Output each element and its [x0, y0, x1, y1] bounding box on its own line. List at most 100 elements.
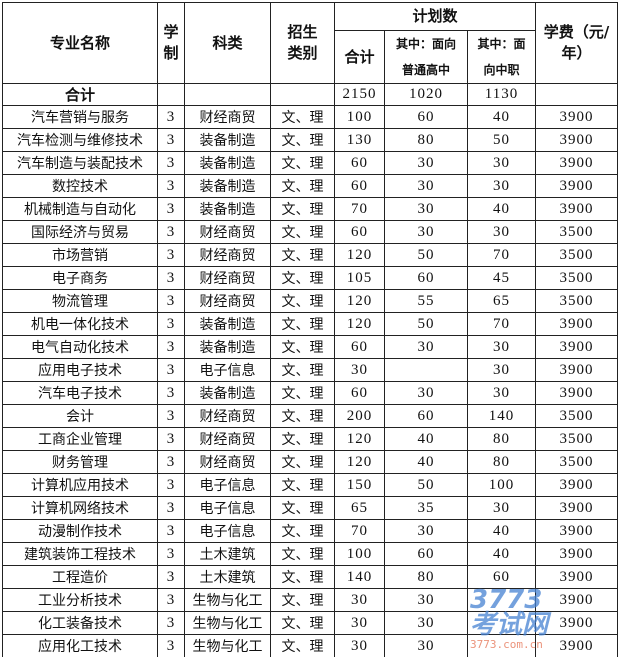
- plan-vocational-cell: 140: [467, 404, 536, 428]
- plan-general-cell: 30: [384, 151, 468, 175]
- years-cell: 3: [157, 197, 185, 221]
- plan-general-cell: 60: [384, 404, 468, 428]
- table-row: 工程造价 3 土木建筑 文、理 140 80 60 3900: [2, 565, 618, 589]
- plan-vocational-cell: 40: [467, 197, 536, 221]
- plan-general-cell: 50: [384, 312, 468, 336]
- plan-total-cell: 60: [334, 381, 385, 405]
- major-name-cell: 汽车制造与装配技术: [2, 151, 158, 175]
- empty-cell: [270, 83, 335, 106]
- years-cell: 3: [157, 266, 185, 290]
- table-row: 会计 3 财经商贸 文、理 200 60 140 3500: [2, 404, 618, 428]
- plan-vocational-cell: 50: [467, 128, 536, 152]
- years-cell: 3: [157, 611, 185, 635]
- table-row: 机械制造与自动化 3 装备制造 文、理 70 30 40 3900: [2, 197, 618, 221]
- enroll-type-cell: 文、理: [270, 266, 335, 290]
- plan-vocational-cell: 60: [467, 565, 536, 589]
- enroll-type-cell: 文、理: [270, 197, 335, 221]
- major-name-cell: 应用电子技术: [2, 358, 158, 382]
- major-name-cell: 财务管理: [2, 450, 158, 474]
- empty-cell: [184, 83, 271, 106]
- years-cell: 3: [157, 588, 185, 612]
- years-cell: 3: [157, 243, 185, 267]
- plan-total-cell: 65: [334, 496, 385, 520]
- plan-general-cell: 30: [384, 381, 468, 405]
- enroll-type-cell: 文、理: [270, 611, 335, 635]
- years-cell: 3: [157, 450, 185, 474]
- enroll-type-cell: 文、理: [270, 243, 335, 267]
- major-name-cell: 电子商务: [2, 266, 158, 290]
- table-row: 数控技术 3 装备制造 文、理 60 30 30 3900: [2, 174, 618, 198]
- category-cell: 电子信息: [184, 358, 271, 382]
- category-cell: 财经商贸: [184, 450, 271, 474]
- plan-vocational-cell: 30: [467, 335, 536, 359]
- header-vocational: 其中：面向中职: [467, 30, 536, 84]
- table-row: 电子商务 3 财经商贸 文、理 105 60 45 3500: [2, 266, 618, 290]
- plan-vocational-cell: 40: [467, 105, 536, 129]
- enroll-type-cell: 文、理: [270, 220, 335, 244]
- plan-vocational-cell: 30: [467, 381, 536, 405]
- plan-total-cell: 120: [334, 312, 385, 336]
- enroll-type-cell: 文、理: [270, 312, 335, 336]
- years-cell: 3: [157, 427, 185, 451]
- table-row: 计算机网络技术 3 电子信息 文、理 65 35 30 3900: [2, 496, 618, 520]
- enroll-type-cell: 文、理: [270, 588, 335, 612]
- plan-general-cell: 60: [384, 105, 468, 129]
- category-cell: 装备制造: [184, 128, 271, 152]
- plan-total-cell: 30: [334, 588, 385, 612]
- enroll-type-cell: 文、理: [270, 128, 335, 152]
- years-cell: 3: [157, 105, 185, 129]
- plan-general-cell: 80: [384, 128, 468, 152]
- table-row: 应用电子技术 3 电子信息 文、理 30 30 3900: [2, 358, 618, 382]
- table-row: 机电一体化技术 3 装备制造 文、理 120 50 70 3900: [2, 312, 618, 336]
- category-cell: 土木建筑: [184, 565, 271, 589]
- plan-total-cell: 120: [334, 427, 385, 451]
- plan-total-cell: 70: [334, 519, 385, 543]
- total-row: 合计 2150 1020 1130: [2, 83, 618, 106]
- years-cell: 3: [157, 542, 185, 566]
- total-label: 合计: [2, 83, 158, 106]
- total-plan: 2150: [334, 83, 385, 106]
- plan-vocational-cell: [467, 588, 536, 612]
- plan-total-cell: 60: [334, 174, 385, 198]
- plan-total-cell: 30: [334, 358, 385, 382]
- years-cell: 3: [157, 404, 185, 428]
- plan-total-cell: 100: [334, 542, 385, 566]
- major-name-cell: 汽车营销与服务: [2, 105, 158, 129]
- header-years: 学制: [157, 2, 185, 84]
- category-cell: 土木建筑: [184, 542, 271, 566]
- table-row: 汽车检测与维修技术 3 装备制造 文、理 130 80 50 3900: [2, 128, 618, 152]
- plan-vocational-cell: 30: [467, 151, 536, 175]
- plan-total-cell: 150: [334, 473, 385, 497]
- tuition-fee-cell: 3900: [535, 335, 618, 359]
- tuition-fee-cell: 3500: [535, 220, 618, 244]
- plan-general-cell: 55: [384, 289, 468, 313]
- major-name-cell: 市场营销: [2, 243, 158, 267]
- years-cell: 3: [157, 128, 185, 152]
- tuition-fee-cell: 3900: [535, 588, 618, 612]
- years-cell: 3: [157, 289, 185, 313]
- category-cell: 财经商贸: [184, 243, 271, 267]
- years-cell: 3: [157, 174, 185, 198]
- years-cell: 3: [157, 565, 185, 589]
- total-vocational: 1130: [467, 83, 536, 106]
- enroll-type-cell: 文、理: [270, 542, 335, 566]
- enroll-type-cell: 文、理: [270, 289, 335, 313]
- tuition-fee-cell: 3500: [535, 450, 618, 474]
- tuition-fee-cell: 3500: [535, 243, 618, 267]
- tuition-fee-cell: 3900: [535, 496, 618, 520]
- plan-vocational-cell: 80: [467, 427, 536, 451]
- enroll-type-cell: 文、理: [270, 519, 335, 543]
- tuition-fee-cell: 3900: [535, 381, 618, 405]
- plan-vocational-cell: 100: [467, 473, 536, 497]
- header-plan: 计划数: [334, 2, 536, 31]
- plan-vocational-cell: 45: [467, 266, 536, 290]
- table-row: 财务管理 3 财经商贸 文、理 120 40 80 3500: [2, 450, 618, 474]
- plan-total-cell: 200: [334, 404, 385, 428]
- plan-general-cell: 30: [384, 519, 468, 543]
- plan-total-cell: 120: [334, 450, 385, 474]
- plan-general-cell: 60: [384, 266, 468, 290]
- tuition-fee-cell: 3900: [535, 312, 618, 336]
- major-name-cell: 工程造价: [2, 565, 158, 589]
- plan-total-cell: 30: [334, 634, 385, 657]
